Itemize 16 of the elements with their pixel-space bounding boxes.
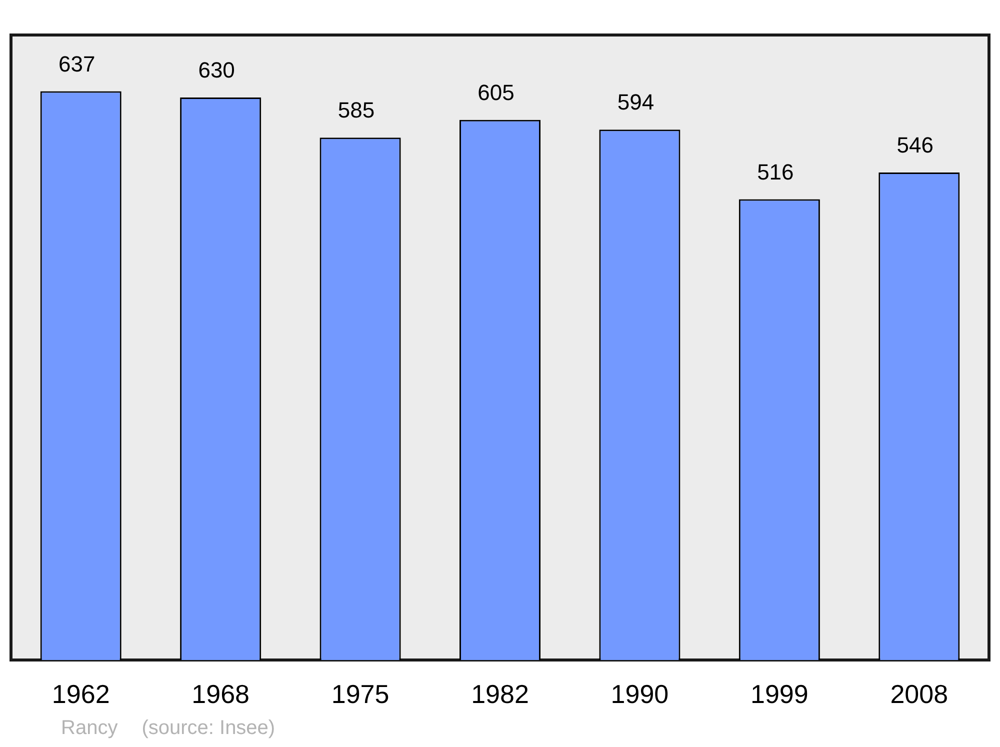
text: (source: Insee): [142, 717, 276, 739]
x-tick-label: 2008: [890, 678, 948, 709]
data-label: 516: [757, 159, 794, 184]
text: Rancy: [61, 717, 118, 739]
x-tick-label: 1999: [750, 678, 808, 709]
x-tick-label: 1962: [52, 678, 110, 709]
x-tick-label: 1968: [192, 678, 250, 709]
x-tick-label: 1975: [331, 678, 390, 709]
x-tick-label: 1982: [471, 678, 529, 709]
data-label: 637: [58, 51, 96, 76]
data-label: 630: [198, 58, 235, 83]
data-label: 585: [338, 98, 375, 123]
data-label: 594: [617, 90, 654, 115]
x-tick-label: 1990: [610, 678, 669, 709]
data-label: 605: [478, 80, 514, 105]
data-label: 546: [896, 132, 934, 158]
